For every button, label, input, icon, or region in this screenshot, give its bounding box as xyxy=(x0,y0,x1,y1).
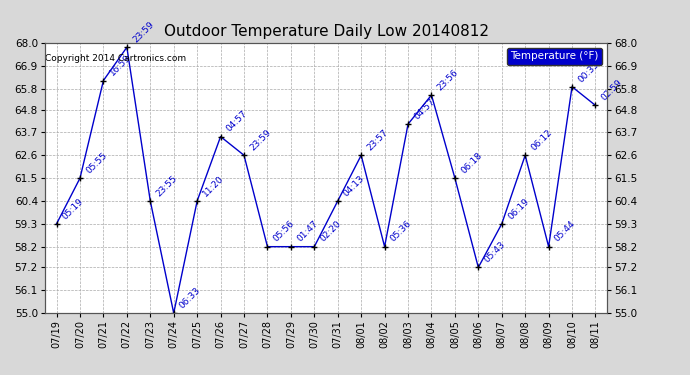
Text: Copyright 2014 Cartronics.com: Copyright 2014 Cartronics.com xyxy=(45,54,186,63)
Text: 06:33: 06:33 xyxy=(178,286,203,310)
Text: 16:59: 16:59 xyxy=(108,53,132,78)
Text: 05:43: 05:43 xyxy=(482,240,507,265)
Title: Outdoor Temperature Daily Low 20140812: Outdoor Temperature Daily Low 20140812 xyxy=(164,24,489,39)
Text: 04:13: 04:13 xyxy=(342,174,366,198)
Text: 23:55: 23:55 xyxy=(155,174,179,198)
Text: 06:18: 06:18 xyxy=(459,151,484,176)
Text: 02:59: 02:59 xyxy=(600,78,624,103)
Text: 05:36: 05:36 xyxy=(388,219,413,244)
Text: 02:20: 02:20 xyxy=(319,219,343,244)
Text: 05:44: 05:44 xyxy=(553,219,578,244)
Text: 01:47: 01:47 xyxy=(295,219,319,244)
Text: 06:19: 06:19 xyxy=(506,196,531,221)
Text: 23:56: 23:56 xyxy=(435,68,460,92)
Text: 23:59: 23:59 xyxy=(248,128,273,153)
Text: 04:57: 04:57 xyxy=(225,109,249,134)
Legend: Temperature (°F): Temperature (°F) xyxy=(507,48,602,64)
Text: 05:56: 05:56 xyxy=(272,219,296,244)
Text: 05:19: 05:19 xyxy=(61,196,86,221)
Text: 00:35: 00:35 xyxy=(576,59,601,84)
Text: 11:20: 11:20 xyxy=(201,174,226,198)
Text: 05:55: 05:55 xyxy=(84,151,109,176)
Text: 04:57: 04:57 xyxy=(412,97,437,122)
Text: 23:57: 23:57 xyxy=(365,128,390,153)
Text: 06:12: 06:12 xyxy=(529,128,554,153)
Text: 23:59: 23:59 xyxy=(131,20,156,45)
